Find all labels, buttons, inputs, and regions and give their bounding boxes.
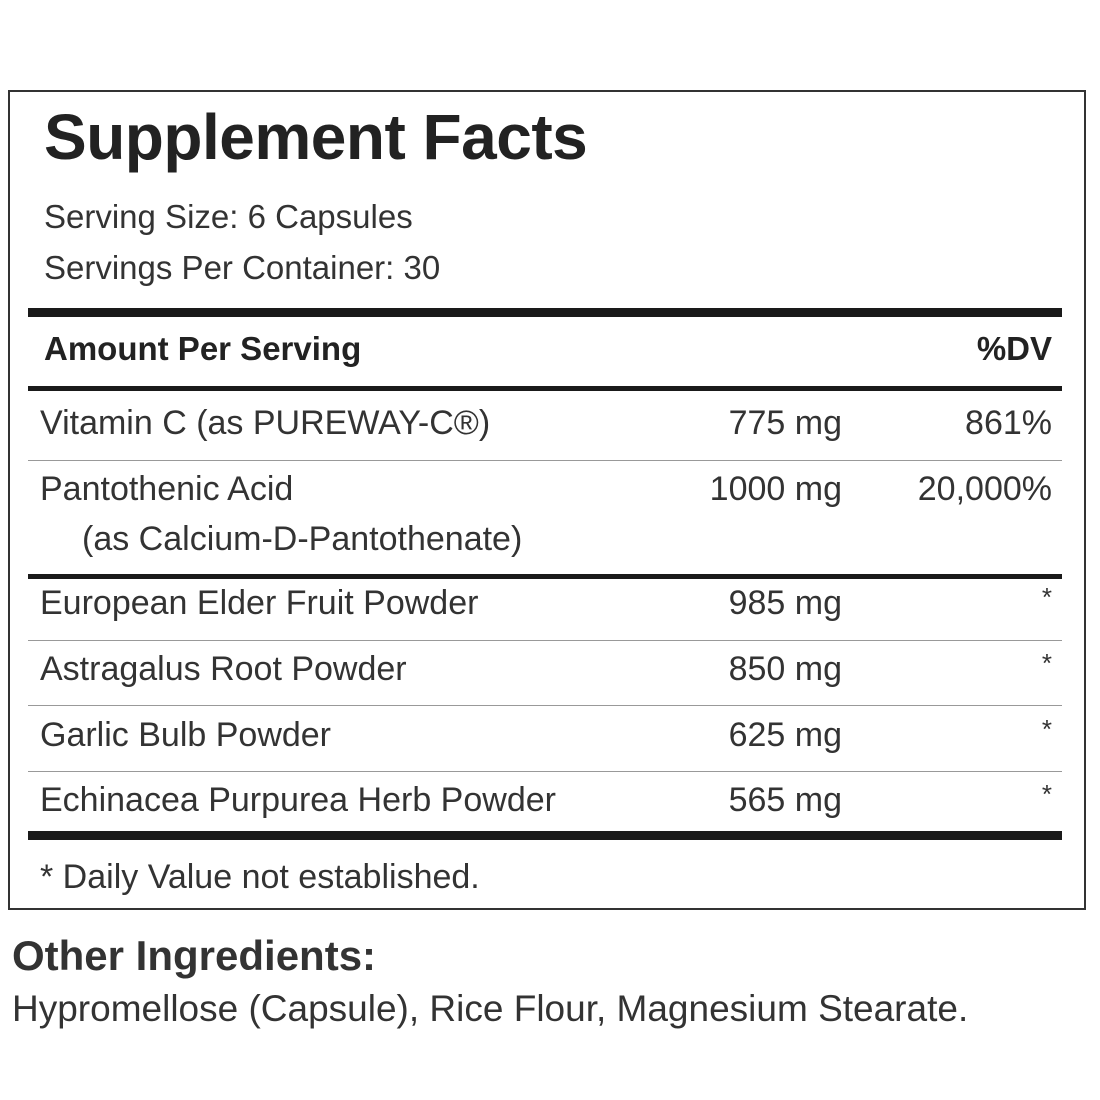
row-divider <box>28 771 1062 772</box>
rule <box>28 386 1062 391</box>
footnote: * Daily Value not established. <box>40 858 480 896</box>
servings-per-container: Servings Per Container: 30 <box>44 249 441 286</box>
serving-size: Serving Size: 6 Capsules <box>44 198 413 235</box>
daily-value: * <box>1041 779 1052 809</box>
ingredient-name: European Elder Fruit Powder <box>40 584 479 622</box>
amount: 625 mg <box>728 716 842 754</box>
other-ingredients-text: Hypromellose (Capsule), Rice Flour, Magn… <box>12 988 969 1029</box>
daily-value: 861% <box>965 404 1052 442</box>
row-divider <box>28 705 1062 706</box>
ingredient-name: Astragalus Root Powder <box>40 650 407 688</box>
amount: 985 mg <box>728 584 842 622</box>
amount-header: Amount Per Serving <box>44 330 362 367</box>
daily-value: 20,000% <box>917 470 1052 508</box>
dv-header: %DV <box>976 330 1052 367</box>
daily-value: * <box>1041 714 1052 744</box>
row-divider <box>28 460 1062 461</box>
ingredient-subname: (as Calcium-D-Pantothenate) <box>82 520 523 558</box>
ingredient-name: Echinacea Purpurea Herb Powder <box>40 781 556 819</box>
thick-rule <box>28 308 1062 317</box>
amount: 565 mg <box>728 781 842 819</box>
amount: 775 mg <box>728 404 842 442</box>
ingredient-name: Garlic Bulb Powder <box>40 716 332 754</box>
row-divider <box>28 640 1062 641</box>
daily-value: * <box>1041 582 1052 612</box>
title: Supplement Facts <box>44 101 588 173</box>
ingredient-name: Vitamin C (as PUREWAY-C®) <box>40 404 491 442</box>
amount: 1000 mg <box>709 470 842 508</box>
rule <box>28 574 1062 579</box>
amount: 850 mg <box>728 650 842 688</box>
thick-rule <box>28 831 1062 840</box>
facts-box <box>8 90 1086 910</box>
other-ingredients-title: Other Ingredients: <box>12 932 377 979</box>
daily-value: * <box>1041 648 1052 678</box>
ingredient-name: Pantothenic Acid <box>40 470 294 508</box>
